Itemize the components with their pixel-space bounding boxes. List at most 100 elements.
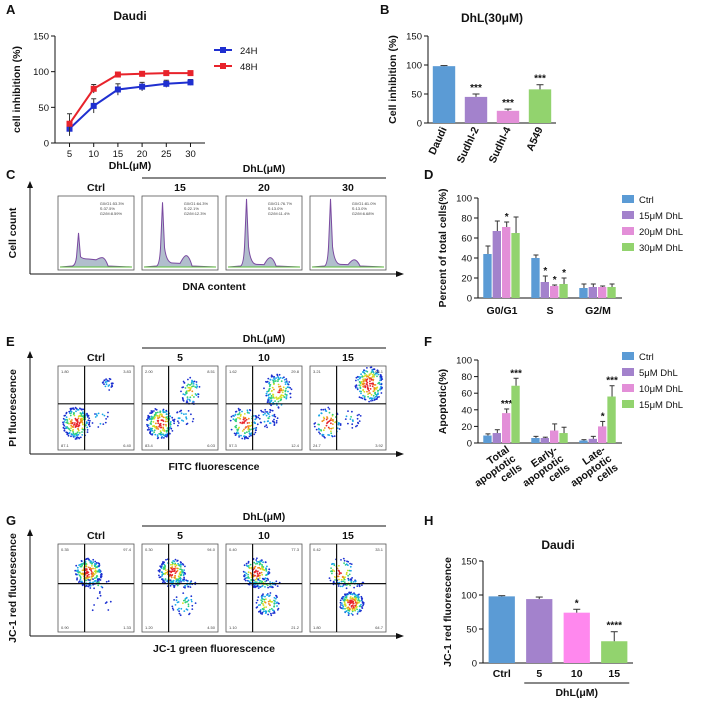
- panel-e-dot: [339, 423, 342, 425]
- panel-g-dot: [342, 584, 345, 586]
- panel-g-dot: [161, 581, 164, 584]
- panel-e-dot: [271, 414, 274, 417]
- panel-b-bar: [432, 66, 456, 123]
- panel-g-dot: [77, 569, 79, 572]
- panel-a-xtick-label: 15: [113, 149, 124, 160]
- panel-e-dot: [147, 416, 150, 419]
- panel-g-dot: [248, 567, 251, 570]
- panel-e-dot: [157, 417, 160, 420]
- panel-g-dot: [361, 606, 363, 608]
- panel-g-dot: [93, 587, 95, 590]
- panel-c-sample-label: 20: [258, 182, 270, 194]
- panel-e-dot: [235, 424, 238, 427]
- panel-d-bar: [598, 287, 607, 298]
- panel-g-dot: [76, 566, 79, 569]
- panel-e-dot: [359, 390, 361, 393]
- panel-g-dot: [345, 587, 348, 590]
- panel-g-dot: [265, 567, 267, 570]
- panel-g-dot: [353, 595, 356, 598]
- panel-e-dot: [379, 388, 382, 391]
- panel-g-dot: [177, 575, 180, 578]
- panel-e-dot: [238, 436, 241, 438]
- panel-e-dot: [273, 376, 276, 378]
- panel-f-ytick-label: 0: [467, 439, 472, 450]
- panel-e-quadrant-value: 29.8: [291, 369, 300, 374]
- panel-g-dot: [164, 572, 166, 575]
- panel-c-gate-stat: S:37.5%: [100, 206, 116, 211]
- panel-e-dot: [331, 435, 334, 438]
- panel-e-dot: [191, 380, 194, 383]
- panel-g-dot: [261, 613, 263, 615]
- panel-e-dot: [237, 407, 240, 410]
- panel-e-dot: [372, 374, 375, 376]
- panel-e-dot: [276, 417, 279, 420]
- panel-g-dot: [343, 581, 346, 584]
- panel-g-dot: [265, 574, 267, 576]
- panel-e-dot: [70, 421, 73, 423]
- panel-c-gate-stat: G2/M:8.59%: [100, 211, 123, 216]
- panel-e-dot: [82, 408, 85, 411]
- panel-c-x-arrow-head: [396, 271, 404, 277]
- panel-a-legend-marker: [220, 47, 226, 53]
- panel-e-dot: [366, 386, 369, 389]
- panel-g-sample-label: 10: [258, 530, 270, 542]
- panel-e-dot: [149, 431, 152, 434]
- panel-g-dot: [161, 564, 163, 566]
- panel-e-dot: [328, 434, 331, 436]
- panel-g-dot: [263, 578, 265, 581]
- panel-e-dot: [317, 427, 320, 430]
- panel-e-dot: [72, 424, 75, 426]
- panel-e-dot: [274, 400, 276, 402]
- panel-g-dot: [267, 600, 270, 603]
- panel-e-dot: [161, 435, 164, 438]
- panel-e-dot: [357, 378, 359, 381]
- panel-h-category-label: 5: [536, 668, 542, 680]
- panel-h-ytick-label: 100: [461, 591, 477, 602]
- panel-g-dot: [348, 573, 351, 576]
- panel-e-dot: [180, 390, 182, 393]
- panel-g-dot: [276, 605, 278, 607]
- panel-a-data-point: [139, 70, 146, 77]
- panel-g-dot: [337, 585, 340, 587]
- panel-b-bar-chart: DhL(30μM) 0 50 100 150 Cell inhibition (%) Dau…: [387, 11, 556, 165]
- panel-e-dot: [248, 409, 251, 411]
- panel-e-dot: [191, 394, 194, 397]
- panel-g-dot: [88, 558, 90, 561]
- panel-e-dot: [280, 398, 282, 401]
- panel-e-dot: [254, 418, 257, 420]
- panel-e-dot: [358, 413, 360, 416]
- panel-g-dot: [357, 596, 360, 599]
- panel-g-dot: [89, 560, 92, 562]
- panel-g-dot: [175, 564, 178, 567]
- panel-e-dot: [328, 427, 331, 430]
- panel-g-dot: [259, 612, 262, 614]
- panel-e-quadrant-value: 8.51: [207, 369, 216, 374]
- panel-g-dot: [340, 602, 343, 605]
- panel-e-dot: [280, 380, 283, 383]
- panel-c-sample-label: 15: [174, 182, 186, 194]
- panel-g-dot: [250, 566, 253, 569]
- panel-g-dot: [338, 570, 341, 573]
- panel-d-legend-swatch: [622, 243, 634, 251]
- panel-g-dot: [183, 580, 185, 582]
- panel-e-dot: [267, 417, 270, 420]
- panel-g-dot: [271, 586, 273, 589]
- panel-c-gate-stat: G0/G1:81.0%: [352, 201, 377, 206]
- panel-g-dot: [87, 573, 90, 576]
- panel-g-dot: [194, 602, 197, 604]
- panel-e-dot: [263, 420, 266, 423]
- panel-e-dot: [180, 409, 183, 412]
- panel-e-dot: [164, 411, 166, 414]
- panel-e-dot: [259, 421, 262, 424]
- panel-e-dot: [81, 415, 84, 418]
- panel-g-quadrant-value: 0.35: [61, 547, 70, 552]
- panel-e-dot: [186, 401, 189, 403]
- panel-e-dot: [70, 427, 72, 430]
- panel-g-dot: [261, 611, 264, 614]
- panel-g-dot: [351, 600, 354, 602]
- panel-e-dot: [366, 390, 368, 393]
- panel-e-sample-label: 15: [342, 352, 354, 364]
- panel-b-category-label: Sudhl-2: [455, 125, 482, 165]
- panel-b-bar: [496, 110, 520, 123]
- panel-e-dot: [365, 370, 367, 372]
